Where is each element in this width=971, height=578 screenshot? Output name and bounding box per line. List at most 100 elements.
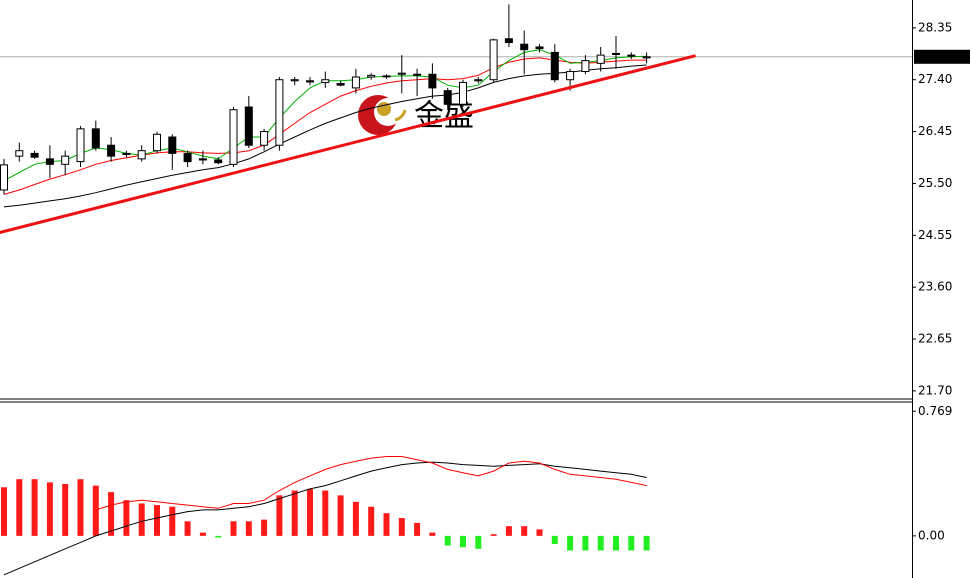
- candle-body: [91, 128, 100, 149]
- candle-body: [474, 79, 483, 82]
- histogram-bar: [429, 532, 436, 536]
- histogram-bar: [77, 479, 84, 536]
- candle-body: [45, 158, 54, 165]
- histogram-bar: [613, 535, 619, 551]
- y-tick-label: 28.35: [918, 20, 952, 34]
- candle-body: [168, 136, 177, 154]
- candle-body: [76, 128, 85, 163]
- candle-body: [30, 152, 39, 158]
- histogram-bar: [551, 535, 558, 544]
- histogram-bar: [628, 535, 635, 551]
- candle-body: [214, 159, 223, 164]
- candle-body: [0, 164, 8, 191]
- histogram-bar: [62, 484, 69, 536]
- candle-body: [428, 73, 437, 89]
- candle-body: [290, 79, 299, 82]
- candle-body: [520, 43, 529, 51]
- candle-body: [15, 150, 24, 157]
- histogram-bar: [230, 521, 237, 536]
- candle-body: [153, 133, 161, 152]
- histogram-bar: [123, 500, 130, 536]
- candle-body: [413, 73, 422, 76]
- candle-body: [443, 90, 452, 105]
- candle-body: [596, 54, 605, 64]
- candle-body: [397, 72, 406, 75]
- y-tick-label: 24.55: [918, 228, 952, 242]
- histogram-bar: [505, 526, 512, 536]
- y-tick-label: 26.45: [918, 124, 952, 138]
- histogram-bar: [169, 506, 176, 536]
- candle-body: [581, 60, 590, 73]
- candle-body: [229, 109, 238, 165]
- candle-body: [627, 54, 636, 57]
- histogram-bar: [582, 535, 589, 551]
- histogram-bar: [154, 505, 160, 536]
- histogram-bar: [307, 488, 313, 536]
- candle-body: [137, 150, 146, 160]
- histogram-bar: [643, 535, 650, 551]
- histogram-bar: [245, 521, 252, 536]
- macd-line: [95, 456, 647, 511]
- y-tick-label: 23.60: [918, 280, 952, 294]
- histogram-bar: [261, 519, 268, 536]
- y-tick-label: 0.769: [918, 404, 952, 418]
- macd-line: [3, 461, 647, 576]
- candle-body: [642, 56, 651, 59]
- y-tick-label: 25.50: [918, 176, 952, 190]
- candle-body: [535, 46, 544, 50]
- histogram-bar: [276, 495, 283, 536]
- candle-body: [336, 83, 345, 86]
- histogram-bar: [46, 482, 53, 536]
- histogram-bar: [352, 501, 359, 536]
- histogram-bar: [184, 521, 191, 536]
- histogram-bar: [215, 535, 222, 538]
- histogram-bar: [398, 518, 405, 536]
- candle-body: [550, 51, 559, 81]
- histogram-bar: [368, 506, 375, 536]
- histogram-bar: [108, 492, 115, 536]
- moving-average: [3, 64, 647, 208]
- candle-body: [351, 76, 360, 89]
- histogram-bar: [597, 535, 604, 551]
- histogram-bar: [567, 535, 574, 551]
- candle-body: [122, 152, 131, 155]
- histogram-bar: [521, 526, 528, 536]
- candle-body: [244, 106, 253, 146]
- histogram-bar: [199, 532, 206, 536]
- histogram-bar: [322, 490, 329, 536]
- y-tick-label: 22.65: [918, 332, 952, 346]
- y-tick-label: 0.00: [918, 528, 945, 542]
- candle-body: [107, 144, 116, 157]
- histogram-bar: [536, 529, 543, 536]
- histogram-bar: [337, 495, 344, 536]
- histogram-bar: [31, 479, 38, 536]
- last-price-box: [914, 49, 970, 64]
- candle-body: [260, 131, 269, 146]
- candle-body: [321, 79, 330, 83]
- trendline: [0, 54, 696, 234]
- candle-body: [198, 158, 207, 161]
- candle-body: [367, 74, 376, 78]
- candle-body: [61, 155, 70, 165]
- histogram-bar: [291, 490, 298, 536]
- candle-body: [382, 75, 391, 78]
- candle-body: [183, 152, 192, 163]
- histogram-bar: [490, 534, 497, 536]
- histogram-bar: [460, 535, 466, 548]
- histogram-bar: [138, 503, 145, 536]
- candle-body: [612, 53, 620, 56]
- candle-body: [275, 79, 284, 146]
- candle-body: [306, 80, 314, 83]
- histogram-bar: [475, 535, 482, 549]
- candle-body: [489, 39, 498, 81]
- y-tick-label: 27.40: [918, 72, 952, 86]
- last-price-label: 27.82: [917, 49, 955, 63]
- watermark-logo: [358, 95, 407, 135]
- histogram-bar: [92, 485, 99, 536]
- histogram-bar: [444, 535, 451, 546]
- candle-body: [566, 71, 575, 81]
- histogram-bar: [414, 522, 421, 536]
- y-tick-label: 21.70: [918, 383, 952, 397]
